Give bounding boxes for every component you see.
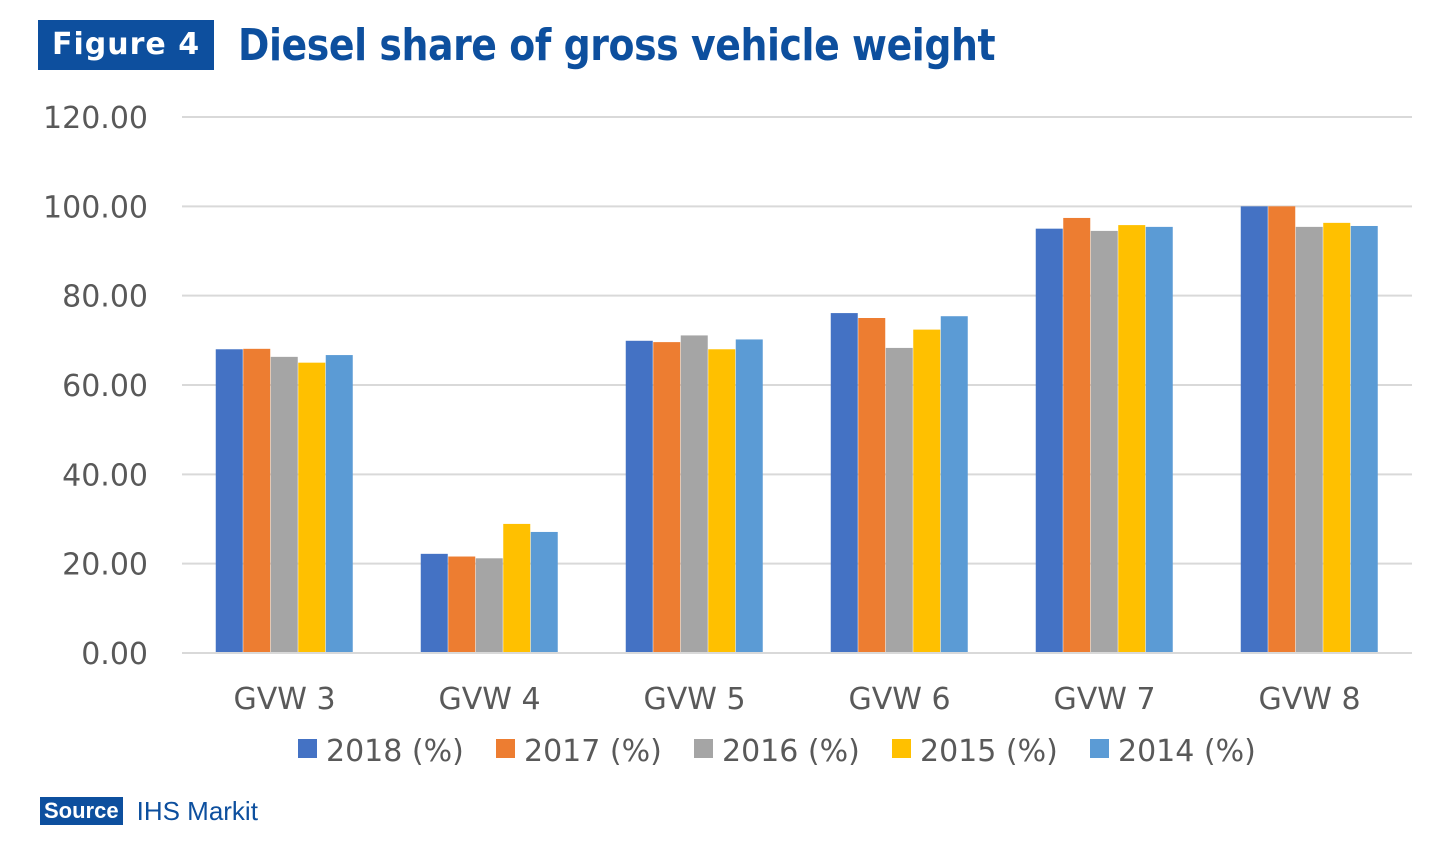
bar [530,531,558,653]
bar [858,318,886,653]
bar [1145,226,1173,653]
legend-swatch [1090,739,1109,758]
bar [708,349,736,653]
bar [1118,225,1146,654]
bar [298,362,326,653]
bar [448,556,476,653]
bar [940,316,968,653]
x-tick-label: GVW 3 [233,682,335,717]
y-tick-label: 120.00 [43,101,148,136]
figure-header: Figure 4 Diesel share of gross vehicle w… [38,18,1119,72]
x-tick-label: GVW 8 [1258,682,1360,717]
bar [243,348,271,653]
y-tick-label: 80.00 [62,280,148,315]
legend-swatch [694,739,713,758]
legend-swatch [496,739,515,758]
bar [1035,228,1063,653]
legend-label: 2014 (%) [1118,734,1256,769]
legend-label: 2018 (%) [326,734,464,769]
y-tick-label: 60.00 [62,369,148,404]
bar [1240,206,1268,654]
bar [420,553,448,653]
y-tick-label: 100.00 [43,190,148,225]
bar [735,339,763,653]
bar [1350,225,1378,653]
bar [1295,226,1323,653]
bar [503,523,531,653]
legend-label: 2016 (%) [722,734,860,769]
legend-swatch [892,739,911,758]
bar [625,340,653,653]
bar [325,355,353,653]
x-tick-label: GVW 5 [643,682,745,717]
bar [1090,230,1118,653]
bar [475,558,503,653]
bar [885,347,913,653]
y-tick-label: 40.00 [62,458,148,493]
figure-label: Figure 4 [38,20,215,70]
source-text: IHS Markit [136,795,258,826]
figure-title: Diesel share of gross vehicle weight [238,19,996,71]
bar [830,313,858,653]
bar [1268,206,1296,654]
bar [1063,217,1091,654]
legend-swatch [298,739,317,758]
legend-label: 2015 (%) [920,734,1058,769]
source-line: Source IHS Markit [40,796,258,826]
legend-label: 2017 (%) [524,734,662,769]
bar [653,342,681,653]
x-tick-label: GVW 4 [438,682,540,717]
bar [270,356,298,653]
y-tick-label: 20.00 [62,548,148,583]
x-tick-label: GVW 7 [1053,682,1155,717]
bar [913,329,941,653]
bar [1323,222,1351,654]
y-tick-label: 0.00 [81,637,148,672]
x-tick-label: GVW 6 [848,682,950,717]
bar [680,335,708,653]
bar [215,349,243,653]
source-label: Source [40,797,123,825]
